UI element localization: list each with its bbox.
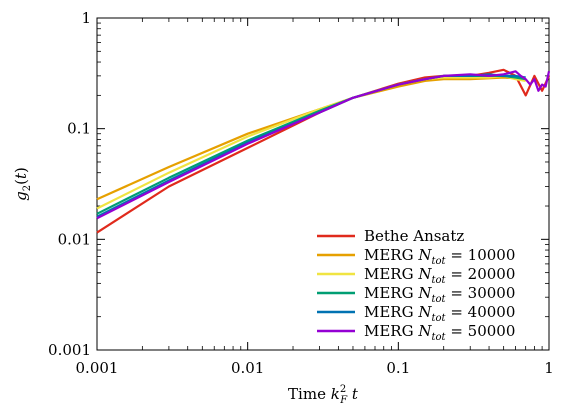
- series-line-4: [96, 74, 526, 215]
- y-tick-label: 0.01: [58, 230, 91, 248]
- series-line-2: [96, 76, 526, 201]
- legend-label-2: MERG Ntot = 10000: [364, 246, 515, 267]
- legend-label-1: Bethe Ansatz: [364, 227, 464, 245]
- series-line-6: [96, 70, 551, 220]
- legend-label-4: MERG Ntot = 30000: [364, 284, 515, 305]
- x-tick-label: 0.01: [231, 359, 264, 377]
- legend-label-3: MERG Ntot = 20000: [364, 265, 515, 286]
- plot-frame: [96, 17, 550, 351]
- series-line-5: [96, 73, 526, 218]
- series-lines: [96, 68, 551, 234]
- y-tick-label: 0.001: [48, 341, 91, 359]
- series-line-3: [96, 74, 526, 210]
- series-line-1: [96, 68, 550, 234]
- x-tick-label: 0.1: [386, 359, 410, 377]
- y-tick-label: 0.1: [67, 120, 91, 138]
- legend-label-5: MERG Ntot = 40000: [364, 303, 515, 324]
- y-tick-label: 1: [81, 9, 91, 27]
- legend-label-6: MERG Ntot = 50000: [364, 322, 515, 343]
- x-tick-label: 1: [544, 359, 554, 377]
- y-axis-label: g2(t): [12, 167, 33, 201]
- x-axis-label: Time k2 F t: [288, 384, 359, 406]
- x-tick-label: 0.001: [76, 359, 119, 377]
- axes: 0.001 0.01 0.1 1 0.001 0.01 0.1 1 Time k2 F t g2(t…: [12, 9, 554, 406]
